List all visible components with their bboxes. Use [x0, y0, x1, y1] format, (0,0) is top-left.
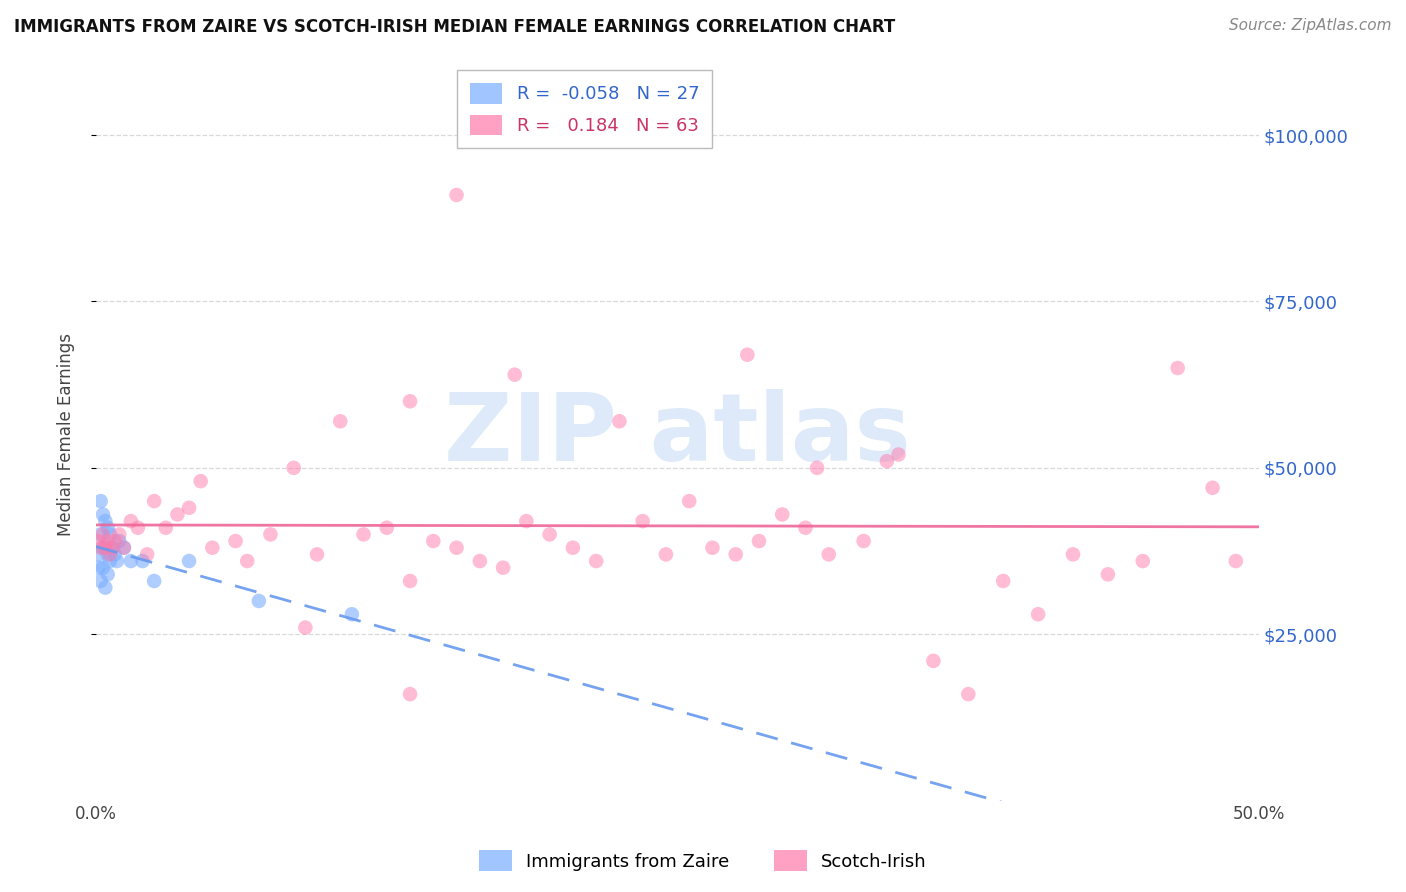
Point: [120, 554, 142, 568]
Text: IMMIGRANTS FROM ZAIRE VS SCOTCH-IRISH MEDIAN FEMALE EARNINGS CORRELATION CHART: IMMIGRANTS FROM ZAIRE VS SCOTCH-IRISH ME…: [14, 18, 896, 36]
Text: ZIP atlas: ZIP atlas: [444, 389, 911, 481]
Point: [446, 188, 468, 202]
Point: [87, 534, 110, 549]
Point: [922, 654, 945, 668]
Point: [94, 514, 117, 528]
Point: [91, 541, 114, 555]
Point: [538, 527, 561, 541]
Point: [305, 547, 328, 561]
Point: [259, 527, 281, 541]
Point: [87, 560, 110, 574]
Point: [957, 687, 980, 701]
Point: [1201, 481, 1223, 495]
Point: [678, 494, 700, 508]
Point: [375, 521, 398, 535]
Point: [97, 521, 120, 535]
Point: [468, 554, 491, 568]
Point: [127, 521, 149, 535]
Point: [166, 508, 188, 522]
Point: [98, 554, 121, 568]
Point: [794, 521, 817, 535]
Point: [143, 574, 166, 588]
Point: [329, 414, 352, 428]
Point: [94, 541, 117, 555]
Point: [90, 541, 112, 555]
Point: [399, 687, 422, 701]
Point: [136, 547, 159, 561]
Point: [294, 621, 316, 635]
Point: [737, 348, 759, 362]
Point: [97, 534, 120, 549]
Point: [492, 560, 515, 574]
Point: [748, 534, 770, 549]
Point: [770, 508, 793, 522]
Point: [236, 554, 259, 568]
Point: [724, 547, 747, 561]
Point: [112, 541, 135, 555]
Point: [422, 534, 444, 549]
Point: [655, 547, 678, 561]
Point: [399, 394, 422, 409]
Point: [1167, 361, 1189, 376]
Point: [97, 567, 120, 582]
Point: [94, 581, 117, 595]
Text: Source: ZipAtlas.com: Source: ZipAtlas.com: [1229, 18, 1392, 33]
Point: [143, 494, 166, 508]
Point: [91, 560, 114, 574]
Point: [155, 521, 177, 535]
Legend: R =  -0.058   N = 27, R =   0.184   N = 63: R = -0.058 N = 27, R = 0.184 N = 63: [457, 70, 711, 148]
Point: [631, 514, 654, 528]
Point: [609, 414, 631, 428]
Point: [225, 534, 247, 549]
Point: [399, 574, 422, 588]
Point: [993, 574, 1015, 588]
Point: [91, 527, 114, 541]
Point: [1026, 607, 1049, 622]
Point: [1097, 567, 1119, 582]
Point: [131, 554, 153, 568]
Point: [876, 454, 898, 468]
Point: [1225, 554, 1247, 568]
Point: [1132, 554, 1154, 568]
Point: [446, 541, 468, 555]
Point: [177, 500, 200, 515]
Point: [101, 541, 124, 555]
Y-axis label: Median Female Earnings: Median Female Earnings: [58, 333, 75, 536]
Point: [98, 547, 121, 561]
Point: [806, 460, 828, 475]
Point: [817, 547, 839, 561]
Point: [112, 541, 135, 555]
Point: [515, 514, 537, 528]
Point: [120, 514, 142, 528]
Point: [108, 534, 131, 549]
Point: [852, 534, 875, 549]
Point: [887, 448, 910, 462]
Point: [1062, 547, 1084, 561]
Point: [94, 541, 117, 555]
Point: [97, 547, 120, 561]
Point: [104, 547, 127, 561]
Point: [585, 554, 607, 568]
Point: [340, 607, 363, 622]
Point: [190, 474, 212, 488]
Point: [105, 554, 128, 568]
Point: [98, 527, 121, 541]
Point: [561, 541, 583, 555]
Point: [104, 534, 127, 549]
Point: [101, 541, 124, 555]
Point: [108, 527, 131, 541]
Point: [702, 541, 724, 555]
Point: [201, 541, 224, 555]
Point: [177, 554, 200, 568]
Legend: Immigrants from Zaire, Scotch-Irish: Immigrants from Zaire, Scotch-Irish: [472, 843, 934, 879]
Point: [353, 527, 375, 541]
Point: [503, 368, 526, 382]
Point: [90, 527, 112, 541]
Point: [283, 460, 305, 475]
Point: [247, 594, 270, 608]
Point: [91, 508, 114, 522]
Point: [90, 574, 112, 588]
Point: [90, 494, 112, 508]
Point: [87, 547, 110, 561]
